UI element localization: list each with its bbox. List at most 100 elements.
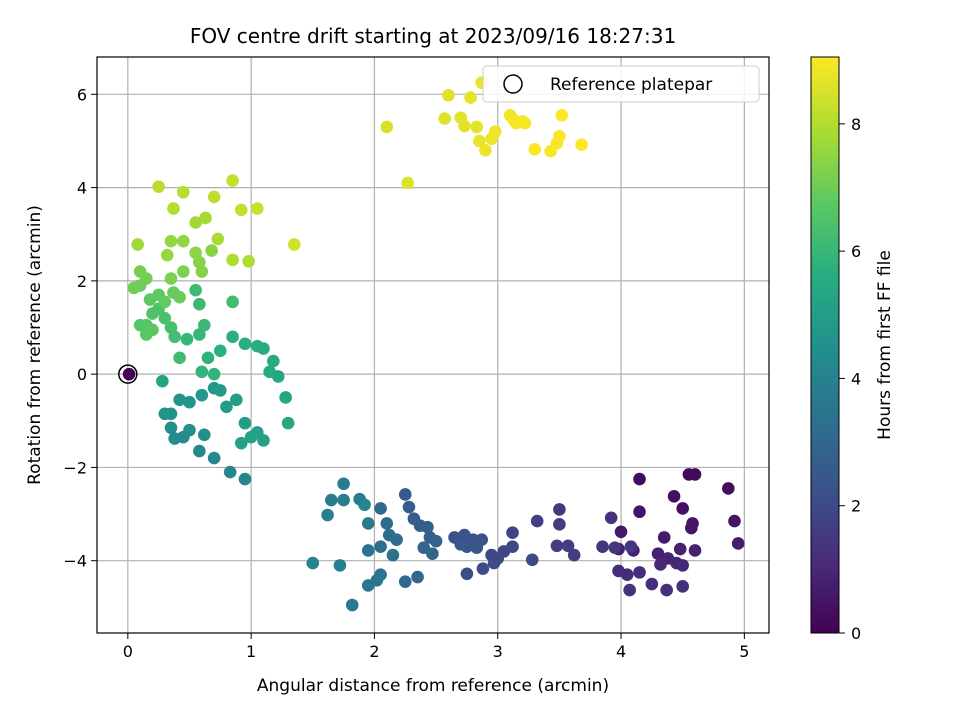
data-point <box>518 116 532 130</box>
data-point <box>205 244 218 257</box>
data-point <box>429 534 443 548</box>
data-point <box>158 295 172 309</box>
data-point <box>361 579 375 592</box>
data-point <box>164 321 178 334</box>
data-point <box>164 421 178 435</box>
plot-frame <box>96 56 770 634</box>
data-point <box>470 120 484 134</box>
colorbar-gradient <box>810 56 840 634</box>
data-point <box>127 281 141 295</box>
colorbar-tick-label: 2 <box>851 497 861 516</box>
data-point <box>633 505 646 519</box>
data-point <box>167 202 180 215</box>
data-point <box>267 354 280 368</box>
y-tick-label: −2 <box>63 458 87 477</box>
data-point <box>525 553 539 567</box>
data-point <box>361 517 375 530</box>
data-point <box>553 129 566 143</box>
data-point <box>244 430 258 444</box>
data-point <box>207 367 221 381</box>
data-point <box>402 500 416 514</box>
data-point <box>688 544 702 557</box>
data-point <box>197 318 211 332</box>
data-point <box>306 556 320 570</box>
data-point <box>608 541 622 554</box>
data-point <box>411 570 424 584</box>
data-point <box>421 520 434 534</box>
data-point <box>122 367 136 381</box>
legend: Reference platepar <box>482 65 760 103</box>
data-point <box>731 537 745 550</box>
data-point <box>676 559 689 572</box>
data-point <box>401 176 415 190</box>
data-point <box>676 502 689 515</box>
data-point <box>380 120 394 134</box>
data-point <box>211 232 225 246</box>
data-point <box>195 265 209 278</box>
data-point <box>438 112 452 125</box>
data-point <box>620 568 634 582</box>
data-point <box>374 502 387 515</box>
data-point <box>195 388 209 402</box>
colorbar-ticks: 0 2 4 6 8 <box>839 115 861 643</box>
data-point <box>234 203 248 217</box>
colorbar: 0 2 4 6 8 Hours from first FF file <box>810 56 895 643</box>
data-point <box>177 185 190 199</box>
data-point <box>561 539 575 553</box>
legend-label: Reference platepar <box>550 75 712 95</box>
data-point <box>158 311 172 325</box>
data-point <box>214 344 227 358</box>
data-point <box>226 253 239 267</box>
data-point <box>238 472 252 486</box>
data-point <box>472 134 486 148</box>
colorbar-tick-label: 6 <box>851 242 861 261</box>
data-point <box>553 518 566 531</box>
data-point <box>234 436 248 450</box>
colorbar-tick-label: 4 <box>851 369 861 388</box>
data-point <box>152 180 165 193</box>
data-point <box>168 432 181 445</box>
y-axis-ticks: −4 −2 0 2 4 6 <box>63 85 97 571</box>
data-point <box>183 395 196 409</box>
data-point <box>624 540 638 554</box>
data-point <box>177 265 190 278</box>
x-axis-label: Angular distance from reference (arcmin) <box>257 676 609 696</box>
data-point <box>189 246 202 260</box>
data-point <box>722 482 735 495</box>
data-point <box>146 307 159 320</box>
data-point <box>223 465 237 479</box>
data-point <box>263 365 276 379</box>
x-tick-label: 4 <box>616 642 626 661</box>
data-point <box>199 211 212 225</box>
data-point <box>506 526 519 540</box>
data-point <box>321 508 334 522</box>
data-point <box>575 138 588 151</box>
chart-title: FOV centre drift starting at 2023/09/16 … <box>190 24 676 48</box>
data-point <box>226 330 239 344</box>
data-point <box>160 248 174 262</box>
data-point <box>133 265 147 278</box>
grid <box>97 57 769 633</box>
data-point <box>207 190 221 204</box>
data-point <box>390 533 403 547</box>
data-point <box>197 428 211 442</box>
colorbar-label: Hours from first FF file <box>875 250 895 440</box>
data-point <box>676 580 689 593</box>
data-point <box>426 547 439 561</box>
data-point <box>470 541 484 554</box>
data-point <box>257 434 270 447</box>
data-point <box>460 567 474 581</box>
data-point <box>195 365 209 379</box>
data-point <box>173 393 186 407</box>
data-point <box>660 583 673 597</box>
data-point <box>337 493 350 507</box>
y-tick-label: 0 <box>77 365 87 384</box>
data-point <box>156 374 169 388</box>
data-point <box>133 318 147 332</box>
data-point <box>180 332 194 346</box>
data-point <box>673 542 687 556</box>
data-point <box>528 143 542 156</box>
data-point <box>614 525 628 539</box>
data-point <box>651 547 665 561</box>
data-point <box>287 238 301 251</box>
